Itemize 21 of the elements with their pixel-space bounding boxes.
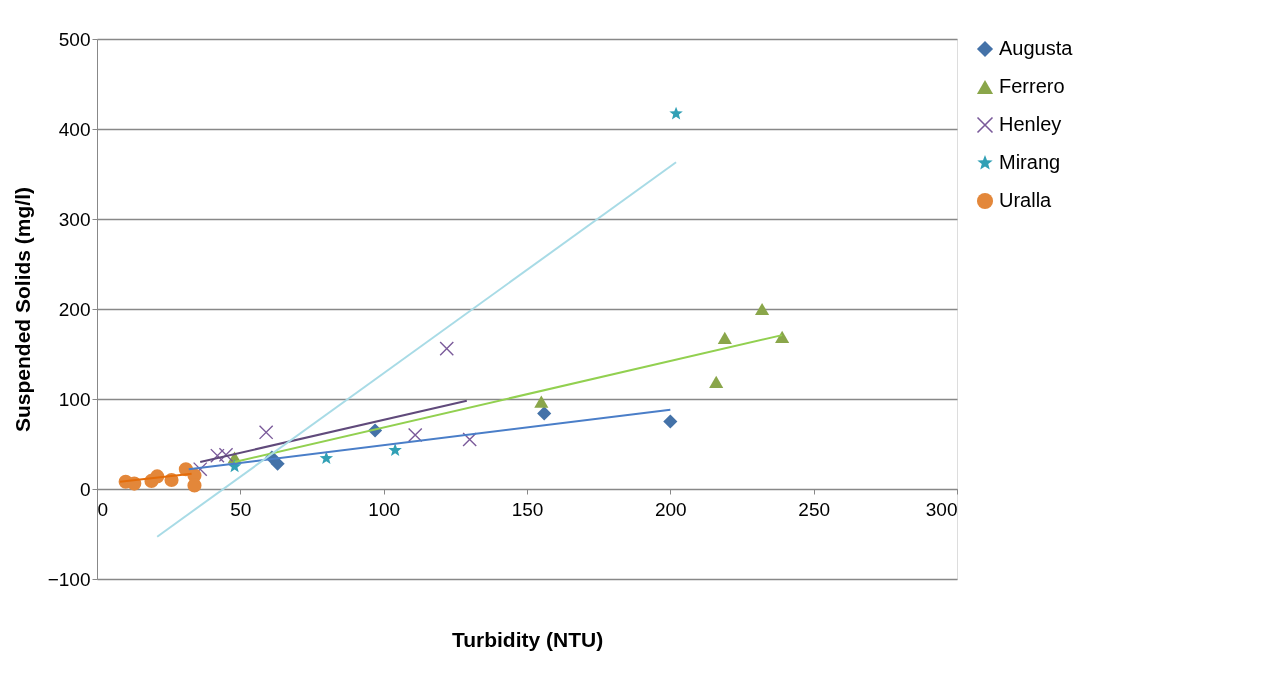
x-tick-label: 250 [798,498,831,520]
y-tick-label: 400 [58,118,91,140]
x-tick-label: 300 [925,498,958,520]
legend-label: Ferrero [999,75,1065,97]
y-tick-label: 300 [58,208,91,230]
y-tick-label: −100 [47,568,91,590]
x-tick-label: 100 [368,498,401,520]
y-tick-label: 0 [79,478,91,500]
y-tick-label: 100 [58,388,91,410]
legend-label: Uralla [999,189,1053,211]
legend-label: Mirang [999,151,1061,173]
legend-label: Augusta [999,37,1074,59]
y-axis-title: Suspended Solids (mg/l) [10,186,34,433]
x-tick-label: 0 [97,498,109,520]
x-axis-title: Turbidity (NTU) [451,627,604,651]
y-tick-label: 500 [58,28,91,50]
x-tick-label: 200 [654,498,687,520]
x-tick-label: 150 [511,498,544,520]
legend-label: Henley [999,113,1062,135]
x-tick-label: 50 [230,498,252,520]
y-tick-label: 200 [58,298,91,320]
